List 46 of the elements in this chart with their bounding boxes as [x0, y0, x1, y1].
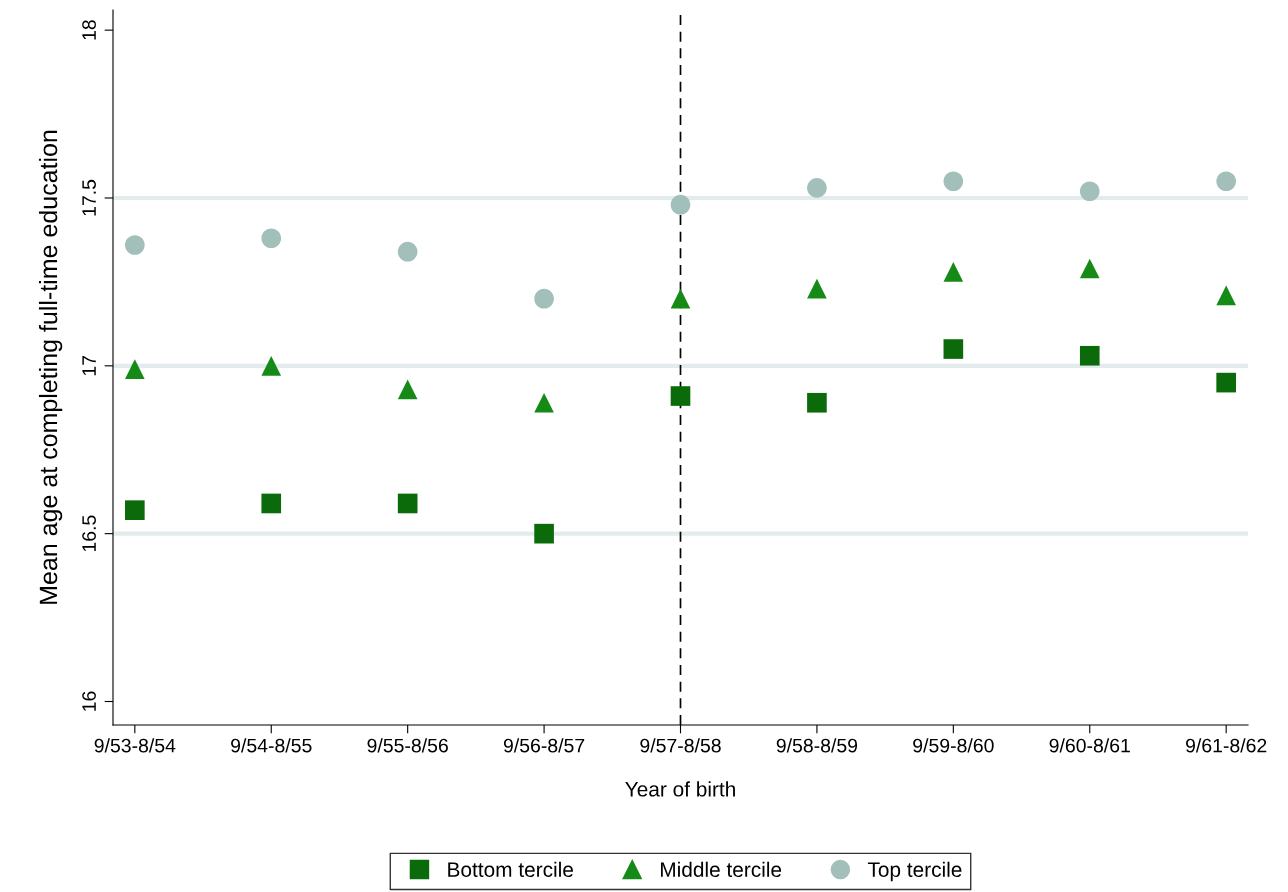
point	[125, 359, 145, 379]
x-tick-label: 9/58-8/59	[776, 738, 858, 753]
y-tick-label: 17	[82, 355, 96, 376]
point	[397, 379, 418, 400]
x-tick-label: 9/60-8/61	[1049, 738, 1130, 753]
point	[261, 356, 282, 376]
point	[943, 339, 964, 359]
x-axis-title: Year of birth	[625, 781, 735, 797]
x-tick-label: 9/54-8/55	[231, 738, 312, 753]
point	[261, 493, 282, 514]
x-tick-label: 9/53-8/54	[94, 738, 176, 753]
legend-label: Top tercile	[867, 861, 962, 882]
point	[670, 386, 691, 406]
y-tick-label: 16	[82, 691, 96, 711]
point	[125, 235, 145, 255]
legend-label: Middle tercile	[661, 861, 782, 878]
x-tick-label: 9/56-8/57	[503, 738, 585, 753]
point	[807, 278, 827, 299]
x-tick-label: 9/55-8/56	[367, 738, 448, 753]
point	[807, 178, 827, 198]
point	[1216, 372, 1236, 393]
x-tick-label: 9/61-8/62	[1186, 738, 1267, 753]
x-tick-label: 9/59-8/60	[913, 738, 994, 753]
point	[261, 228, 282, 249]
point	[1079, 181, 1100, 202]
point	[534, 392, 554, 413]
y-tick-label: 17.5	[82, 179, 96, 216]
point	[670, 288, 691, 309]
point	[1216, 171, 1236, 192]
y-axis-title: Mean age at completing full-time education	[38, 130, 63, 604]
point	[943, 262, 964, 282]
legend-label: Bottom tercile	[448, 861, 573, 878]
x-tick-label: 9/57-8/58	[640, 738, 721, 753]
y-tick-label: 18	[82, 20, 96, 40]
point	[125, 500, 145, 520]
point	[397, 241, 418, 262]
point	[1216, 285, 1236, 306]
point	[534, 523, 554, 544]
point	[1079, 345, 1100, 366]
point	[397, 493, 418, 514]
point	[534, 288, 554, 309]
point	[1079, 258, 1100, 279]
point	[670, 194, 691, 215]
point	[807, 392, 827, 413]
y-tick-label: 16.5	[82, 515, 96, 552]
point	[943, 171, 964, 192]
